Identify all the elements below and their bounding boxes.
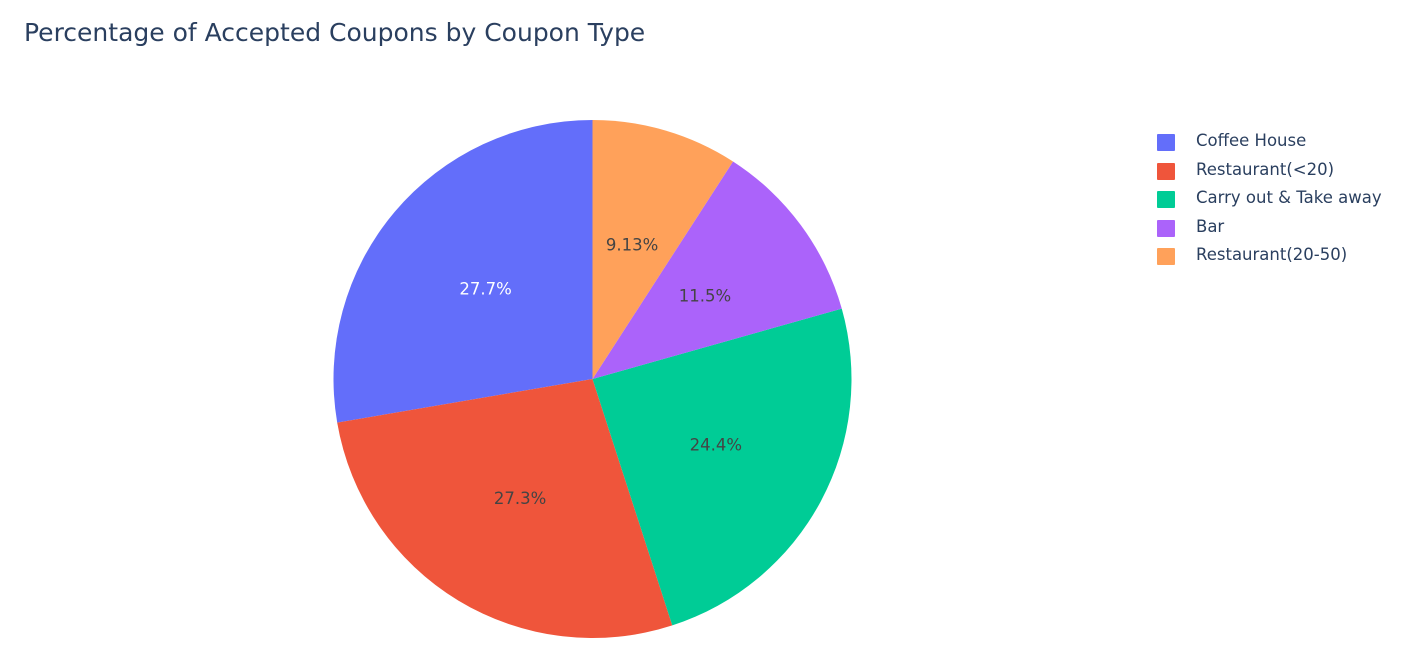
legend-label: Restaurant(20-50) xyxy=(1196,245,1348,264)
slice-value-label: 27.3% xyxy=(494,489,546,508)
pie-slice[interactable] xyxy=(592,161,842,379)
legend-label: Bar xyxy=(1196,216,1225,236)
pie-slice[interactable] xyxy=(333,120,593,423)
legend-swatch xyxy=(1157,162,1175,180)
pie-slice[interactable] xyxy=(592,120,734,379)
legend-swatch xyxy=(1157,219,1175,237)
slice-value-label: 9.13% xyxy=(606,235,658,254)
slice-value-label: 11.5% xyxy=(679,286,731,305)
slice-value-label: 24.4% xyxy=(690,436,742,455)
legend-swatch xyxy=(1157,134,1175,151)
chart-title: Percentage of Accepted Coupons by Coupon… xyxy=(24,18,646,47)
legend-label: Carry out & Take away xyxy=(1196,188,1382,207)
pie-slice[interactable] xyxy=(337,379,673,639)
legend-label: Restaurant(<20) xyxy=(1196,159,1335,179)
legend-label: Coffee House xyxy=(1196,131,1307,150)
legend-swatch xyxy=(1157,191,1175,208)
pie-slice[interactable] xyxy=(592,308,852,626)
legend-swatch xyxy=(1157,248,1175,265)
slice-value-label: 27.7% xyxy=(459,279,511,298)
